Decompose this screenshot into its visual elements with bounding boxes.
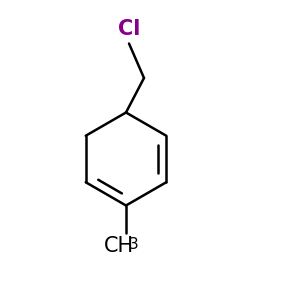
Text: 3: 3 <box>129 237 139 252</box>
Text: Cl: Cl <box>118 19 140 39</box>
Text: CH: CH <box>103 236 134 256</box>
